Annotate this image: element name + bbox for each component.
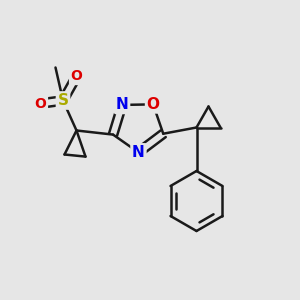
Text: O: O — [147, 97, 160, 112]
Text: N: N — [116, 98, 128, 112]
Text: N: N — [132, 145, 145, 160]
Text: S: S — [58, 93, 68, 108]
Text: O: O — [70, 70, 83, 83]
Text: O: O — [34, 97, 46, 110]
